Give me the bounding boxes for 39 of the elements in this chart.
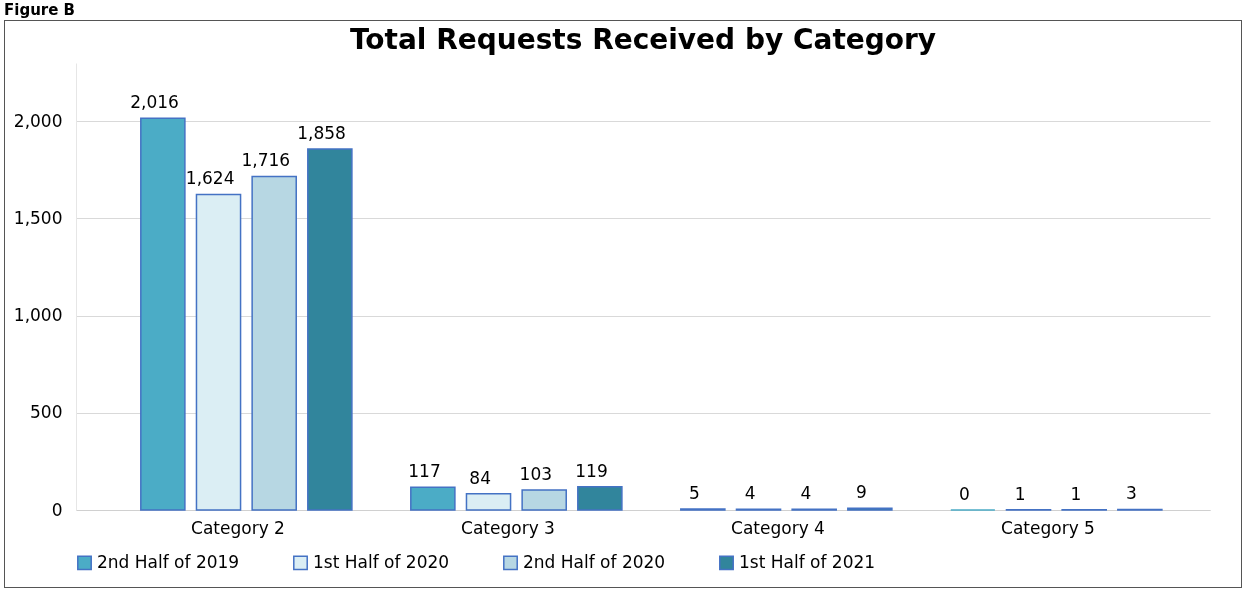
bar [140,117,186,511]
x-tick-label: Category 4 [731,517,825,538]
data-label: 3 [1126,483,1137,504]
legend-label: 1st Half of 2020 [313,551,450,572]
legend-label: 1st Half of 2021 [739,551,876,572]
data-label: 1 [1014,483,1026,504]
y-tick-label: 2,000 [13,110,63,131]
data-label: 117 [408,461,441,482]
bar [307,148,353,511]
bar [410,486,456,511]
data-label: 119 [575,460,608,481]
data-label: 5 [689,483,700,504]
legend-label: 2nd Half of 2020 [523,551,666,572]
bar [465,492,512,511]
data-label: 1 [1070,483,1082,504]
legend-label: 2nd Half of 2019 [97,551,240,572]
y-tick-label: 500 [30,402,63,423]
chart-title: Total Requests Received by Category [349,23,937,56]
data-label: 2,016 [130,92,179,113]
x-tick-label: Category 2 [191,517,285,538]
data-label: 84 [469,467,491,488]
data-label: 9 [856,482,867,503]
data-label: 0 [959,484,970,504]
data-label: 1,716 [241,150,291,171]
y-tick-label: 1,500 [13,207,63,228]
x-tick-label: Category 5 [1001,517,1095,538]
bar [195,193,242,511]
y-tick-label: 0 [51,499,63,520]
data-label: 103 [519,463,553,484]
text: Figure B [4,1,77,19]
bar [577,486,623,511]
bar [521,489,567,511]
x-tick-label: Category 3 [461,517,555,538]
data-label: 4 [800,483,812,504]
data-label: 1,624 [185,168,235,189]
data-label: 1,858 [297,122,346,143]
data-label: 4 [744,483,756,504]
y-tick-label: 1,000 [13,305,63,326]
bar [251,175,297,511]
